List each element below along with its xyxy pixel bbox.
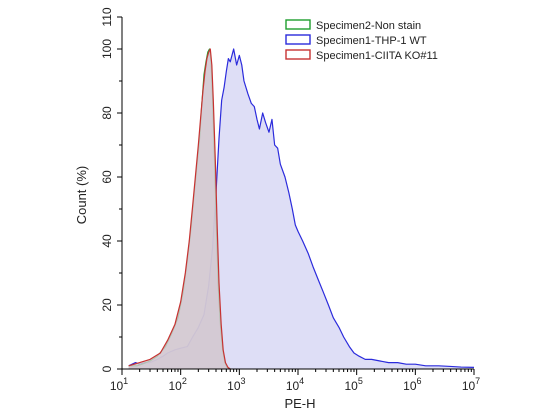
x-axis-label: PE-H: [284, 396, 315, 411]
x-tick-label: 107: [462, 376, 480, 393]
y-tick-label: 20: [100, 298, 114, 312]
y-tick-label: 80: [100, 106, 114, 120]
x-tick-label: 106: [403, 376, 421, 393]
y-tick-label: 0: [100, 365, 114, 372]
series-line-specimen1-ciita-ko-11: [128, 48, 231, 370]
y-tick-label: 60: [100, 170, 114, 184]
series-area-specimen1-ciita-ko-11: [128, 49, 231, 369]
x-tick-label: 104: [286, 376, 304, 393]
y-tick-label: 40: [100, 234, 114, 248]
legend-swatch-specimen2-non-stain: [285, 19, 311, 30]
chart-legend: Specimen2-Non stain Specimen1-THP-1 WT Spe…: [285, 19, 438, 62]
series-layer: [128, 48, 475, 370]
legend-swatch-specimen1-ciita-ko-11: [285, 49, 311, 60]
y-tick-label: 100: [100, 39, 114, 59]
x-tick-label: 102: [168, 376, 186, 393]
legend-swatch-specimen1-thp-1-wt: [285, 34, 311, 45]
y-tick-label: 110: [100, 7, 114, 26]
axes-layer: 0 20 40 60 80 100 110 101 102 103 104 105 106 107: [100, 7, 480, 393]
x-tick-label: 105: [344, 376, 362, 393]
legend-label-specimen2-non-stain: Specimen2-Non stain: [316, 20, 421, 32]
legend-label-specimen1-thp-1-wt: Specimen1-THP-1 WT: [316, 35, 427, 47]
legend-label-specimen1-ciita-ko-11: Specimen1-CIITA KO#11: [316, 50, 438, 62]
x-tick-label: 101: [110, 376, 128, 393]
x-tick-label: 103: [227, 376, 245, 393]
y-axis-label: Count (%): [74, 166, 89, 225]
